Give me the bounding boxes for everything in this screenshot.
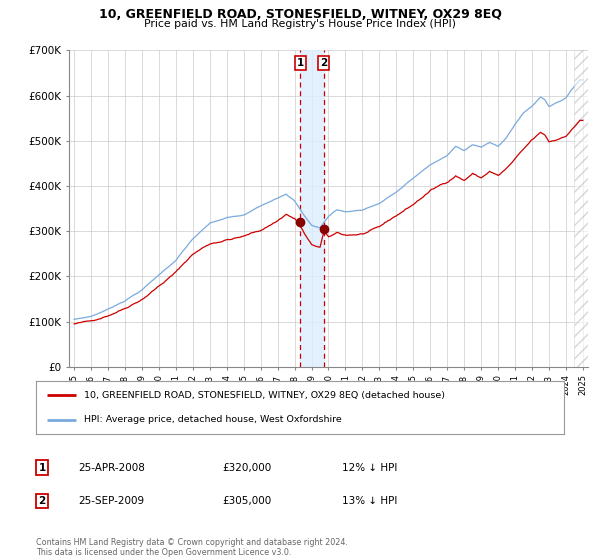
Bar — [300, 50, 324, 367]
Text: Contains HM Land Registry data © Crown copyright and database right 2024.
This d: Contains HM Land Registry data © Crown c… — [36, 538, 348, 557]
Text: 2: 2 — [320, 58, 328, 68]
Text: 13% ↓ HPI: 13% ↓ HPI — [342, 496, 397, 506]
Text: 10, GREENFIELD ROAD, STONESFIELD, WITNEY, OX29 8EQ (detached house): 10, GREENFIELD ROAD, STONESFIELD, WITNEY… — [83, 391, 445, 400]
Text: HPI: Average price, detached house, West Oxfordshire: HPI: Average price, detached house, West… — [83, 415, 341, 424]
Text: 1: 1 — [296, 58, 304, 68]
Text: 25-APR-2008: 25-APR-2008 — [78, 463, 145, 473]
Text: 25-SEP-2009: 25-SEP-2009 — [78, 496, 144, 506]
Text: 10, GREENFIELD ROAD, STONESFIELD, WITNEY, OX29 8EQ: 10, GREENFIELD ROAD, STONESFIELD, WITNEY… — [98, 8, 502, 21]
Text: 2: 2 — [38, 496, 46, 506]
Text: 1: 1 — [38, 463, 46, 473]
Text: 12% ↓ HPI: 12% ↓ HPI — [342, 463, 397, 473]
Text: Price paid vs. HM Land Registry's House Price Index (HPI): Price paid vs. HM Land Registry's House … — [144, 19, 456, 29]
Text: £305,000: £305,000 — [222, 496, 271, 506]
Text: £320,000: £320,000 — [222, 463, 271, 473]
